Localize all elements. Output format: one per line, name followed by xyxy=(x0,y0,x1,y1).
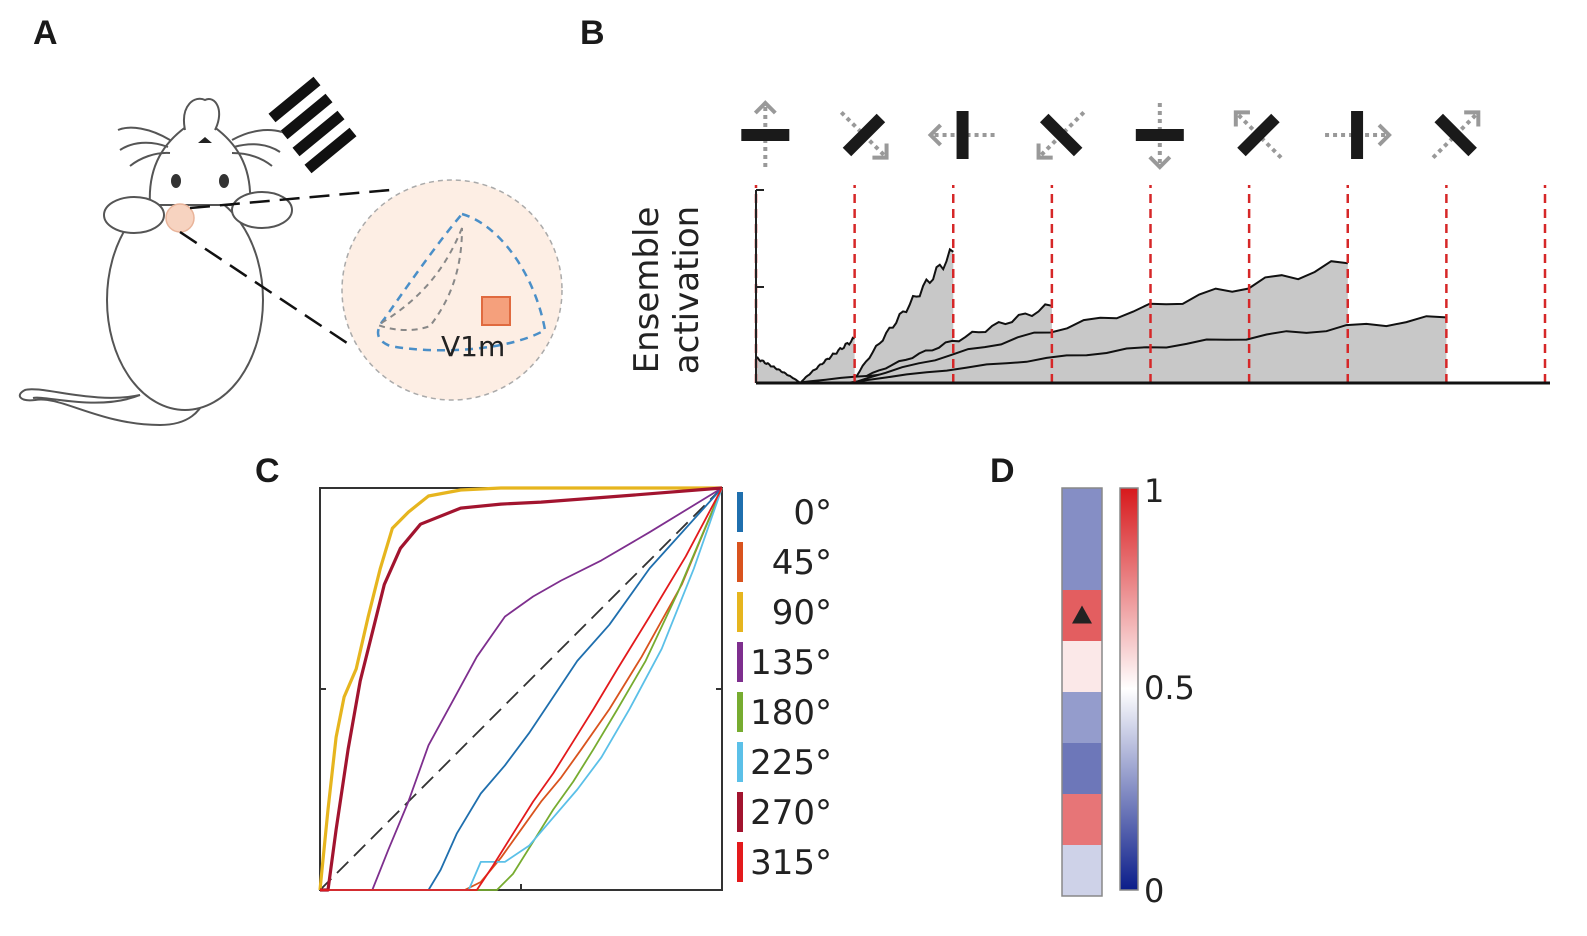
heatmap-frame xyxy=(1061,487,1103,897)
stimulus-icon xyxy=(1431,110,1481,160)
visual-cortex-outline xyxy=(376,212,547,352)
heatmap-cell xyxy=(1062,845,1102,896)
stimulus-icon xyxy=(741,100,790,167)
heatmap-cell xyxy=(1062,539,1102,590)
grating-bar xyxy=(741,129,790,141)
stimulus-icon xyxy=(839,110,889,160)
panel-label-c: C xyxy=(255,452,280,490)
grating-bar xyxy=(1039,113,1083,157)
preferred-direction-marker xyxy=(1072,605,1092,624)
panel-label-a: A xyxy=(33,14,58,52)
legend-swatch xyxy=(737,642,743,682)
colorbar-tick-label: 0.5 xyxy=(1144,669,1195,707)
legend-swatch xyxy=(737,492,743,532)
heatmap-cell xyxy=(1062,794,1102,845)
stimulus-icon xyxy=(927,111,995,159)
activation-trace xyxy=(852,260,1348,384)
legend-label: 135° xyxy=(750,643,832,683)
panel-label-b: B xyxy=(580,14,605,52)
panel-d-chart: 10.50 xyxy=(1061,472,1195,910)
grating-bar xyxy=(1351,111,1364,159)
grating-bar xyxy=(956,111,969,159)
motion-direction-line xyxy=(1431,110,1480,160)
legend-label: 180° xyxy=(750,693,832,733)
legend-label: 270° xyxy=(750,793,832,833)
activation-trace xyxy=(846,315,1447,384)
legend-label: 225° xyxy=(750,743,832,783)
legend-swatch xyxy=(737,792,743,832)
panel-c-plot xyxy=(318,486,723,892)
heatmap-cell xyxy=(1062,488,1102,539)
motion-arrowhead xyxy=(872,143,889,160)
region-label: V1m xyxy=(441,330,505,363)
colorbar-tick-label: 0 xyxy=(1144,872,1164,910)
motion-arrowhead xyxy=(1036,143,1053,160)
colorbar-tick-label: 1 xyxy=(1144,472,1164,510)
grating-bar xyxy=(1434,113,1477,157)
heatmap-column xyxy=(1061,487,1103,897)
activation-trace xyxy=(755,356,801,384)
heatmap-cell xyxy=(1062,692,1102,743)
heatmap-cell xyxy=(1062,743,1102,794)
series-line xyxy=(320,487,723,891)
series-line xyxy=(320,486,723,892)
v1m-subregion-outline xyxy=(375,227,463,331)
panel-b-axes xyxy=(755,189,1550,385)
activation-trace xyxy=(852,303,1053,384)
motion-arrowhead xyxy=(1148,155,1172,170)
legend-swatch xyxy=(737,692,743,732)
series-line xyxy=(320,487,723,891)
legend-label: 90° xyxy=(772,593,832,633)
motion-arrowhead xyxy=(753,100,777,115)
heatmap-cell xyxy=(1062,641,1102,692)
colorbar-gradient xyxy=(1119,487,1139,891)
imaging-site-marker xyxy=(165,203,195,233)
motion-arrowhead xyxy=(1233,110,1250,127)
stimulus-icon xyxy=(1325,111,1392,159)
panel-a-illustration: V1m xyxy=(18,76,563,427)
series-line xyxy=(318,486,722,891)
series-line xyxy=(320,487,723,891)
motion-direction-line xyxy=(1037,110,1086,160)
stimulus-icon xyxy=(1233,110,1283,160)
series-line xyxy=(320,487,723,891)
legend-swatch xyxy=(737,592,743,632)
y-axis-label: Ensemble activation xyxy=(627,206,707,374)
recording-field-marker xyxy=(481,296,511,326)
series-line xyxy=(320,487,723,891)
stimulus-icons xyxy=(741,100,1481,170)
activation-trace xyxy=(799,336,856,384)
y-axis-label-line: activation xyxy=(667,206,707,374)
legend-label: 45° xyxy=(772,543,832,583)
cortex-inset xyxy=(341,179,563,401)
legend-swatch xyxy=(737,542,743,582)
legend-label: 315° xyxy=(750,843,832,883)
panel-b-chart: Ensemble activation xyxy=(627,100,1550,385)
plot-frame xyxy=(319,487,723,891)
zoom-lines xyxy=(179,188,391,347)
y-axis-label-line: Ensemble xyxy=(627,207,667,374)
motion-direction-line xyxy=(1234,110,1283,160)
stimulus-icon xyxy=(1135,103,1184,170)
legend-label: 0° xyxy=(793,493,832,533)
series-line xyxy=(320,487,723,891)
grating-bar xyxy=(1135,129,1184,141)
activation-trace xyxy=(851,247,954,384)
motion-direction-line xyxy=(839,110,888,160)
colorbar: 10.50 xyxy=(1119,472,1195,910)
panel-c-chart: 0° 45° 90° 135° 180° 225° 270° 315° xyxy=(318,486,832,892)
mouse-drawing xyxy=(18,97,293,427)
motion-arrowhead xyxy=(1377,123,1392,147)
motion-arrowhead xyxy=(1464,110,1481,127)
grating-bar xyxy=(1237,113,1280,157)
panel-c-legend: 0° 45° 90° 135° 180° 225° 270° 315° xyxy=(737,492,832,883)
legend-swatch xyxy=(737,842,743,882)
motion-arrowhead xyxy=(927,123,942,147)
legend-swatch xyxy=(737,742,743,782)
grating-bar xyxy=(842,113,886,157)
panel-label-d: D xyxy=(990,452,1015,490)
activation-traces xyxy=(755,247,1447,384)
stimulus-icon xyxy=(1036,110,1086,160)
grating-stimulus-icon xyxy=(268,76,357,174)
